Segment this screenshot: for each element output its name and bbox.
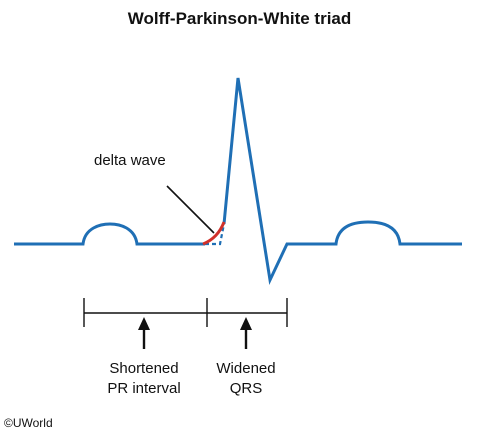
widened-qrs-label-line2: QRS (229, 380, 263, 397)
shortened-pr-label-line2: PR interval (107, 380, 181, 397)
normal-qrs-onset-dashed (205, 223, 226, 246)
pr-interval-arrow (138, 317, 150, 349)
diagram-title: Wolff-Parkinson-White triad (127, 9, 352, 28)
shortened-pr-label-line1: Shortened (109, 360, 179, 377)
qrs-arrow (240, 317, 252, 349)
ecg-trace (14, 77, 462, 286)
widened-qrs-label-line1: Widened (216, 360, 276, 377)
delta-wave-label: delta wave (94, 152, 166, 169)
interval-bracket (83, 298, 288, 327)
copyright-notice: ©UWorld (4, 416, 53, 430)
delta-wave-pointer (166, 185, 215, 234)
delta-wave-segment (202, 221, 226, 246)
